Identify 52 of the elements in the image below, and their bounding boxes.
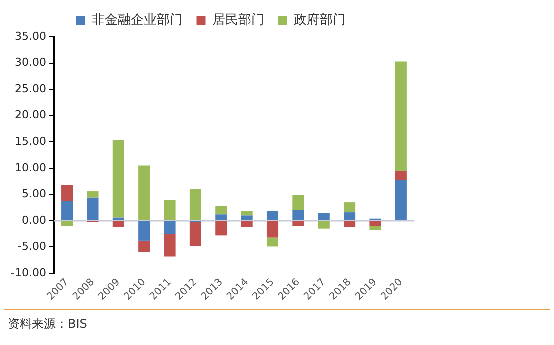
y-tick-label: 20.00 (14, 108, 46, 122)
bar (62, 185, 74, 201)
bar (138, 221, 150, 241)
y-tick-label: 25.00 (14, 82, 46, 96)
bar (395, 180, 407, 220)
bar (241, 216, 253, 220)
bar (241, 212, 253, 216)
bar (344, 221, 356, 228)
bar (318, 221, 330, 229)
bar (138, 166, 150, 220)
y-tick-label: 10.00 (14, 161, 46, 174)
bar (318, 213, 330, 220)
bar (370, 221, 382, 226)
bar (216, 221, 228, 236)
y-tick-label: -5.00 (18, 240, 46, 254)
bar (190, 189, 202, 220)
y-tick-label: 30.00 (14, 56, 46, 70)
bar (370, 226, 382, 230)
y-tick-label: -10.00 (10, 266, 46, 280)
bar (138, 240, 150, 252)
bar (87, 192, 99, 198)
legend-label: 非金融企业部门 (92, 12, 183, 28)
bar (112, 218, 124, 220)
bar (344, 212, 356, 220)
bar (190, 222, 202, 246)
bar (62, 200, 74, 220)
bar (112, 221, 124, 228)
bar (62, 221, 74, 226)
y-tick-label: 15.00 (14, 134, 46, 148)
bar (395, 171, 407, 180)
bar (164, 234, 176, 257)
bar (164, 221, 176, 234)
bar (164, 200, 176, 220)
bar (87, 198, 99, 220)
bar (266, 221, 279, 238)
bar (241, 221, 253, 228)
bar (216, 214, 228, 220)
y-tick-label: 0.00 (22, 214, 46, 227)
bar (112, 140, 124, 218)
legend-label: 政府部门 (294, 12, 346, 28)
text: 资料来源：BIS (8, 316, 88, 333)
y-tick-label: 35.00 (14, 30, 46, 43)
bar (395, 62, 407, 172)
y-tick-label: 5.00 (22, 188, 46, 201)
legend-label: 居民部门 (212, 12, 264, 28)
bar (292, 195, 304, 210)
bar (344, 202, 356, 213)
bar (292, 221, 304, 226)
bar (292, 210, 304, 220)
bar (266, 212, 279, 220)
bar (216, 206, 228, 215)
bar (266, 238, 279, 247)
